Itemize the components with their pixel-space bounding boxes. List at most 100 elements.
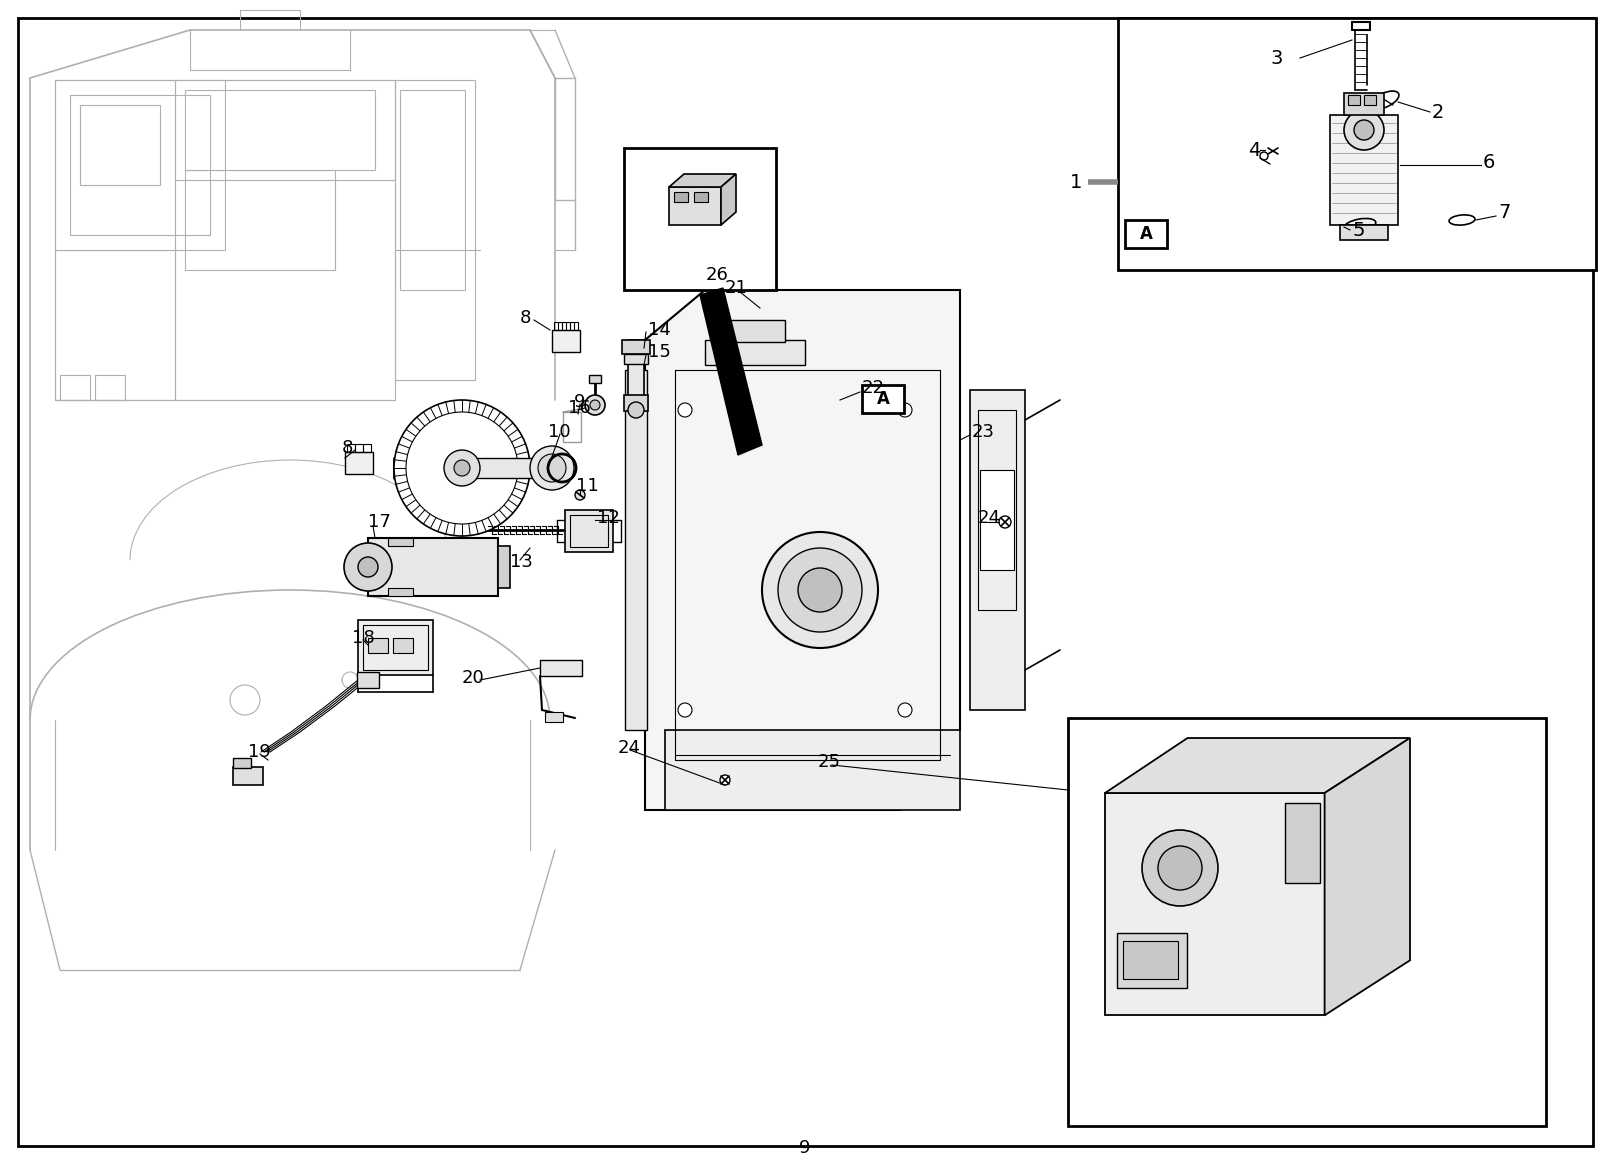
Bar bbox=[540, 660, 582, 676]
Circle shape bbox=[530, 446, 574, 490]
Polygon shape bbox=[722, 173, 736, 225]
Bar bbox=[554, 322, 562, 331]
Text: 17: 17 bbox=[367, 513, 391, 531]
Bar bbox=[706, 340, 806, 365]
Text: 11: 11 bbox=[577, 477, 599, 495]
Circle shape bbox=[1353, 120, 1374, 140]
Bar bbox=[234, 758, 251, 768]
Text: 22: 22 bbox=[862, 379, 884, 397]
Bar bbox=[553, 331, 580, 352]
Text: 21: 21 bbox=[725, 279, 748, 297]
Bar bbox=[725, 320, 785, 342]
Bar bbox=[673, 192, 688, 203]
Bar bbox=[623, 395, 648, 411]
Circle shape bbox=[345, 542, 391, 591]
Text: 9: 9 bbox=[799, 1140, 810, 1157]
Bar bbox=[358, 672, 379, 688]
Circle shape bbox=[797, 568, 843, 612]
Bar bbox=[694, 192, 707, 203]
Circle shape bbox=[762, 532, 878, 648]
Text: 25: 25 bbox=[818, 753, 841, 771]
Text: 3: 3 bbox=[1269, 49, 1282, 68]
Circle shape bbox=[999, 516, 1012, 528]
Circle shape bbox=[538, 454, 565, 482]
Bar bbox=[55, 80, 226, 250]
Circle shape bbox=[897, 703, 912, 717]
Polygon shape bbox=[669, 173, 736, 187]
Bar bbox=[862, 385, 904, 413]
Circle shape bbox=[1142, 830, 1218, 906]
Bar bbox=[623, 354, 648, 364]
Text: 12: 12 bbox=[598, 509, 620, 527]
Bar bbox=[388, 538, 412, 546]
Bar bbox=[400, 90, 466, 290]
Text: 23: 23 bbox=[971, 423, 996, 441]
Text: 15: 15 bbox=[648, 343, 670, 361]
Bar bbox=[358, 620, 433, 675]
Text: 14: 14 bbox=[648, 321, 670, 339]
Text: 24: 24 bbox=[978, 509, 1000, 527]
Bar bbox=[1344, 93, 1384, 115]
Circle shape bbox=[406, 412, 519, 524]
Circle shape bbox=[575, 490, 585, 501]
Text: 16: 16 bbox=[569, 399, 591, 417]
Circle shape bbox=[395, 400, 530, 535]
Bar bbox=[665, 730, 960, 810]
Bar bbox=[545, 712, 562, 722]
Circle shape bbox=[1158, 846, 1202, 890]
Text: 19: 19 bbox=[248, 743, 271, 761]
Text: 10: 10 bbox=[548, 423, 570, 441]
Bar bbox=[345, 452, 374, 474]
Bar bbox=[467, 457, 562, 478]
Bar bbox=[69, 95, 209, 235]
Circle shape bbox=[590, 400, 599, 410]
Bar bbox=[570, 322, 578, 331]
Circle shape bbox=[628, 402, 644, 418]
Text: 13: 13 bbox=[511, 553, 533, 572]
Text: 20: 20 bbox=[462, 669, 485, 687]
Circle shape bbox=[678, 403, 693, 417]
Bar bbox=[388, 588, 412, 596]
Bar bbox=[498, 546, 511, 588]
Bar bbox=[176, 80, 395, 180]
Bar bbox=[81, 105, 159, 185]
Polygon shape bbox=[1324, 738, 1410, 1015]
Polygon shape bbox=[1105, 738, 1410, 793]
Bar bbox=[1340, 225, 1389, 240]
Bar bbox=[362, 443, 371, 452]
Bar bbox=[669, 187, 722, 225]
Circle shape bbox=[445, 450, 480, 487]
Bar bbox=[55, 80, 395, 400]
Bar bbox=[367, 538, 498, 596]
Circle shape bbox=[778, 548, 862, 632]
Text: 9: 9 bbox=[574, 393, 585, 411]
Bar bbox=[185, 90, 375, 170]
Circle shape bbox=[358, 558, 379, 577]
Bar bbox=[970, 390, 1025, 710]
Circle shape bbox=[678, 703, 693, 717]
Bar bbox=[95, 375, 126, 400]
Bar bbox=[590, 375, 601, 383]
Bar bbox=[1105, 793, 1324, 1015]
Bar bbox=[622, 340, 649, 354]
Bar bbox=[234, 767, 263, 785]
Bar bbox=[565, 510, 614, 552]
Bar bbox=[367, 638, 388, 653]
Bar bbox=[55, 250, 176, 400]
Bar bbox=[570, 514, 607, 547]
Circle shape bbox=[720, 775, 730, 785]
Text: 6: 6 bbox=[1484, 154, 1495, 172]
Bar bbox=[978, 410, 1017, 610]
Bar bbox=[562, 322, 570, 331]
Bar bbox=[1124, 220, 1166, 248]
Text: 4: 4 bbox=[1249, 141, 1260, 159]
Bar bbox=[1284, 803, 1319, 883]
Polygon shape bbox=[644, 290, 960, 810]
Text: A: A bbox=[876, 390, 889, 409]
Bar bbox=[395, 80, 475, 379]
Polygon shape bbox=[701, 288, 762, 455]
Bar bbox=[625, 370, 648, 730]
Circle shape bbox=[1344, 111, 1384, 150]
Bar bbox=[346, 443, 354, 452]
Bar bbox=[979, 470, 1013, 570]
